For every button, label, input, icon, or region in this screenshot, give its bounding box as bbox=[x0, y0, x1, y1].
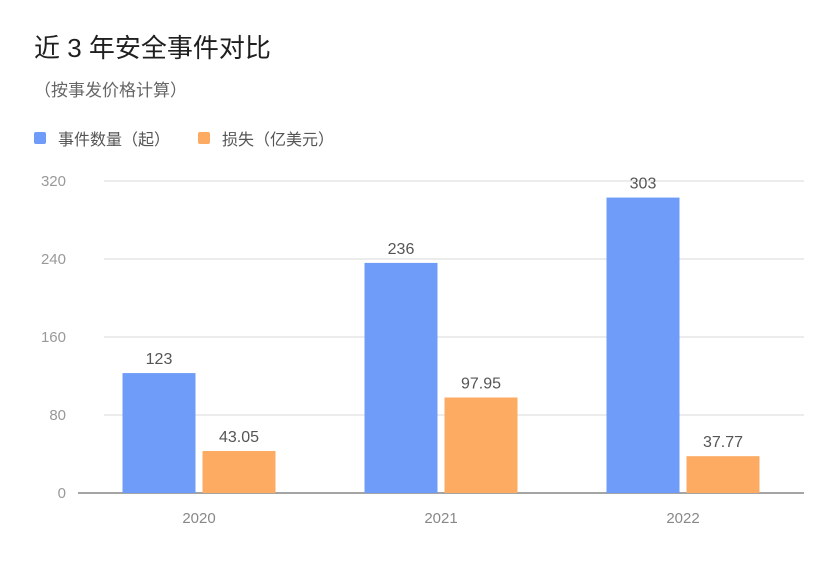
bar-losses-2021 bbox=[444, 397, 518, 493]
data-label-losses-2020: 43.05 bbox=[219, 429, 259, 446]
chart-title: 近 3 年安全事件对比 bbox=[34, 33, 271, 63]
chart-legend: 事件数量（起） 损失（亿美元） bbox=[34, 126, 362, 150]
x-tick-label-2020: 2020 bbox=[182, 510, 215, 527]
bar-incidents-2022 bbox=[606, 197, 680, 493]
y-tick-label-0: 0 bbox=[58, 485, 66, 502]
legend-label-incidents: 事件数量（起） bbox=[58, 132, 171, 149]
data-label-losses-2022: 37.77 bbox=[703, 434, 743, 451]
bar-losses-2020 bbox=[202, 451, 276, 493]
bar-incidents-2021 bbox=[364, 262, 438, 493]
legend-item-losses[interactable]: 损失（亿美元） bbox=[198, 126, 334, 150]
bar-incidents-2020 bbox=[122, 373, 196, 493]
legend-label-losses: 损失（亿美元） bbox=[222, 132, 335, 149]
data-label-losses-2021: 97.95 bbox=[461, 375, 501, 392]
y-tick-label-80: 80 bbox=[49, 407, 66, 424]
x-tick-label-2022: 2022 bbox=[666, 510, 699, 527]
data-label-incidents-2022: 303 bbox=[630, 176, 657, 193]
data-label-incidents-2021: 236 bbox=[388, 241, 415, 258]
legend-item-incidents[interactable]: 事件数量（起） bbox=[34, 126, 170, 150]
bar-losses-2022 bbox=[686, 456, 760, 493]
y-tick-label-160: 160 bbox=[41, 329, 66, 346]
y-tick-label-240: 240 bbox=[41, 251, 66, 268]
data-label-incidents-2020: 123 bbox=[146, 351, 173, 368]
legend-swatch-losses bbox=[198, 132, 211, 144]
x-tick-label-2021: 2021 bbox=[424, 510, 457, 527]
chart-subtitle: （按事发价格计算） bbox=[34, 81, 187, 100]
legend-swatch-incidents bbox=[34, 132, 46, 144]
y-tick-label-320: 320 bbox=[41, 173, 66, 190]
